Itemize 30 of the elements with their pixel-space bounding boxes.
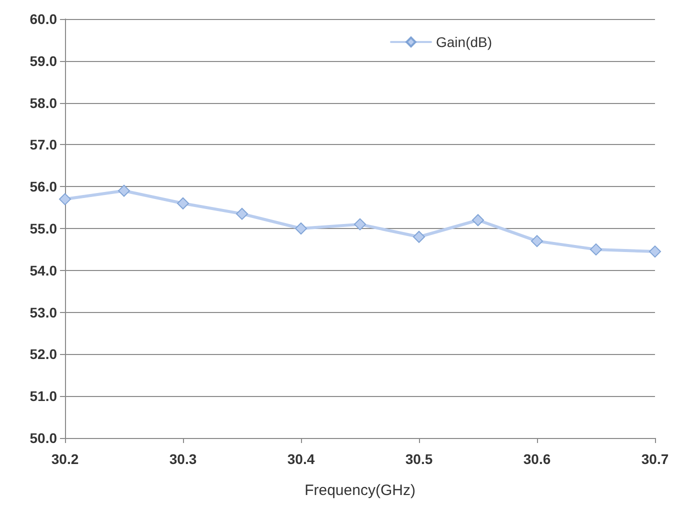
x-tick-label: 30.2 <box>51 451 79 467</box>
y-tick-label: 57.0 <box>30 136 58 153</box>
y-tick-label: 54.0 <box>30 262 58 278</box>
point <box>118 184 130 197</box>
point <box>354 218 366 230</box>
point <box>295 222 307 234</box>
y-tick-label: 50.0 <box>30 430 58 446</box>
point <box>590 243 602 256</box>
point <box>413 230 425 243</box>
x-tick-label: 30.3 <box>169 451 197 467</box>
legend-label: Gain(dB) <box>436 34 492 50</box>
y-tick-label: 55.0 <box>30 220 58 236</box>
point <box>472 214 484 226</box>
x-tick-label: 30.5 <box>405 451 433 467</box>
x-tick-label: 30.7 <box>641 451 669 467</box>
y-tick-label: 56.0 <box>30 178 58 195</box>
y-tick-label: 60.0 <box>30 11 58 27</box>
point <box>649 246 661 258</box>
point <box>531 235 543 248</box>
x-tick-label: 30.4 <box>287 451 315 467</box>
y-tick-label: 52.0 <box>30 346 58 362</box>
y-tick-label: 53.0 <box>30 304 58 320</box>
y-tick-label: 58.0 <box>30 94 58 111</box>
y-tick-label: 59.0 <box>30 52 58 69</box>
y-tick-label: 51.0 <box>30 388 58 404</box>
x-tick-label: 30.6 <box>523 451 551 467</box>
point <box>59 193 71 206</box>
point <box>236 208 248 220</box>
x-axis-title: Frequency(GHz) <box>304 482 416 499</box>
point <box>177 197 189 210</box>
